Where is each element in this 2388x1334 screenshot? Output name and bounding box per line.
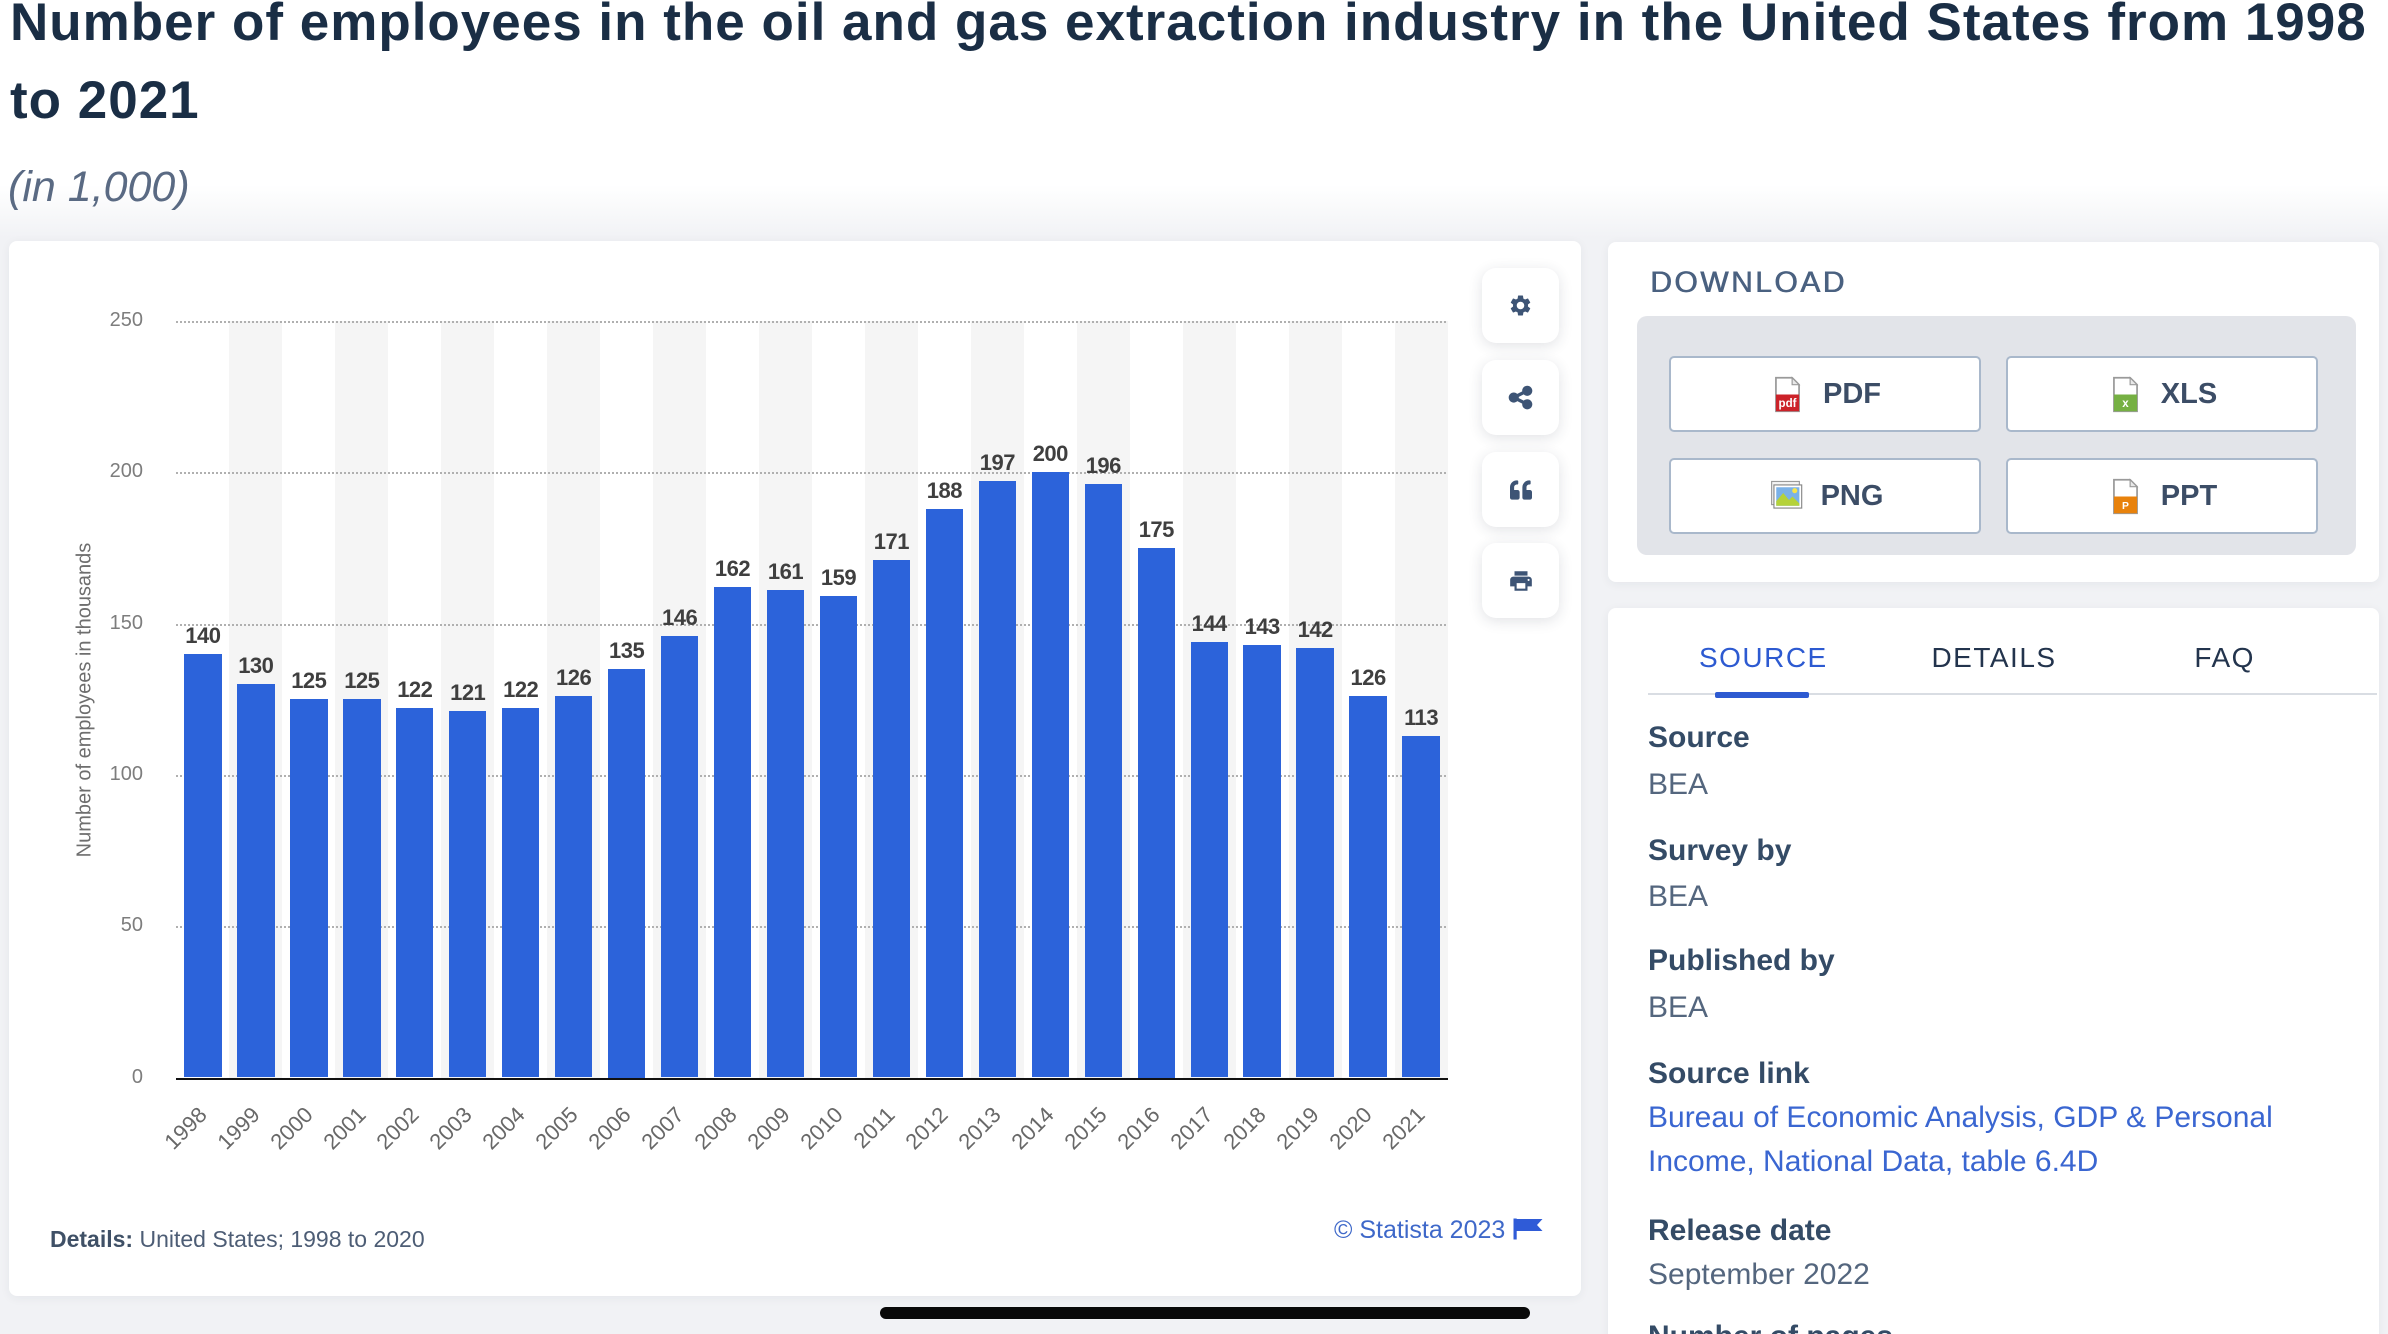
svg-text:x: x [2122,398,2129,410]
svg-text:P: P [2122,501,2129,512]
svg-text:pdf: pdf [1779,398,1797,410]
